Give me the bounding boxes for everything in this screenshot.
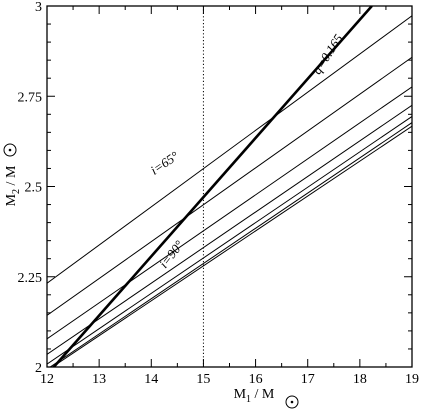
x-tick-label: 13 (92, 372, 106, 387)
x-tick-label: 18 (353, 372, 367, 387)
x-axis-label: M1 / M (234, 387, 275, 405)
y-tick-label: 2.75 (18, 90, 43, 105)
x-tick-label: 12 (40, 372, 54, 387)
y-axis-sun-symbol (3, 143, 17, 157)
mass-ratio-line (52, 6, 373, 367)
inclination-line-4 (47, 104, 412, 355)
inclination-line-5 (47, 116, 412, 365)
x-axis-sun-symbol (285, 395, 299, 409)
x-tick-label: 19 (405, 372, 419, 387)
x-tick-label: 16 (249, 372, 263, 387)
annotation-label-3: q=0.165 (309, 31, 346, 77)
inclination-line-1 (47, 15, 412, 284)
x-tick-label: 17 (301, 372, 315, 387)
inclination-line-6 (49, 122, 412, 367)
sun-symbol-ring (285, 395, 299, 409)
sun-symbol-dot (290, 400, 294, 404)
annotation-label-1: i=65° (148, 148, 182, 178)
lines-layer (47, 6, 412, 367)
y-axis-label: M2 / M (4, 165, 22, 206)
annotation-label-2: i=90° (156, 237, 187, 270)
inclination-line-7 (51, 125, 412, 367)
y-tick-label: 3 (35, 0, 42, 15)
x-tick-label: 14 (144, 372, 158, 387)
y-tick-label: 2.5 (25, 181, 43, 196)
ticks-layer: 12 13 14 15 16 17 18 19 2 2.25 2.5 2.75 3 (18, 0, 420, 387)
x-axis-label-tail: / M (251, 387, 275, 402)
sun-symbol-ring (3, 143, 17, 157)
y-axis-label-tail: / M (4, 165, 19, 189)
inclination-line-2 (47, 56, 412, 316)
y-axis-label-sub: 2 (11, 189, 22, 194)
x-tick-label: 15 (196, 372, 210, 387)
annotation-layer: i=65° i=90° q=0.165 (148, 31, 347, 271)
y-tick-label: 2 (35, 361, 42, 376)
sun-symbol-dot (8, 148, 12, 152)
y-axis-label-main: M (4, 193, 19, 206)
x-axis-label-main: M (234, 387, 247, 402)
inclination-line-3 (47, 86, 412, 340)
x-axis-label-sub: 1 (246, 394, 251, 405)
y-tick-label: 2.25 (18, 271, 43, 286)
